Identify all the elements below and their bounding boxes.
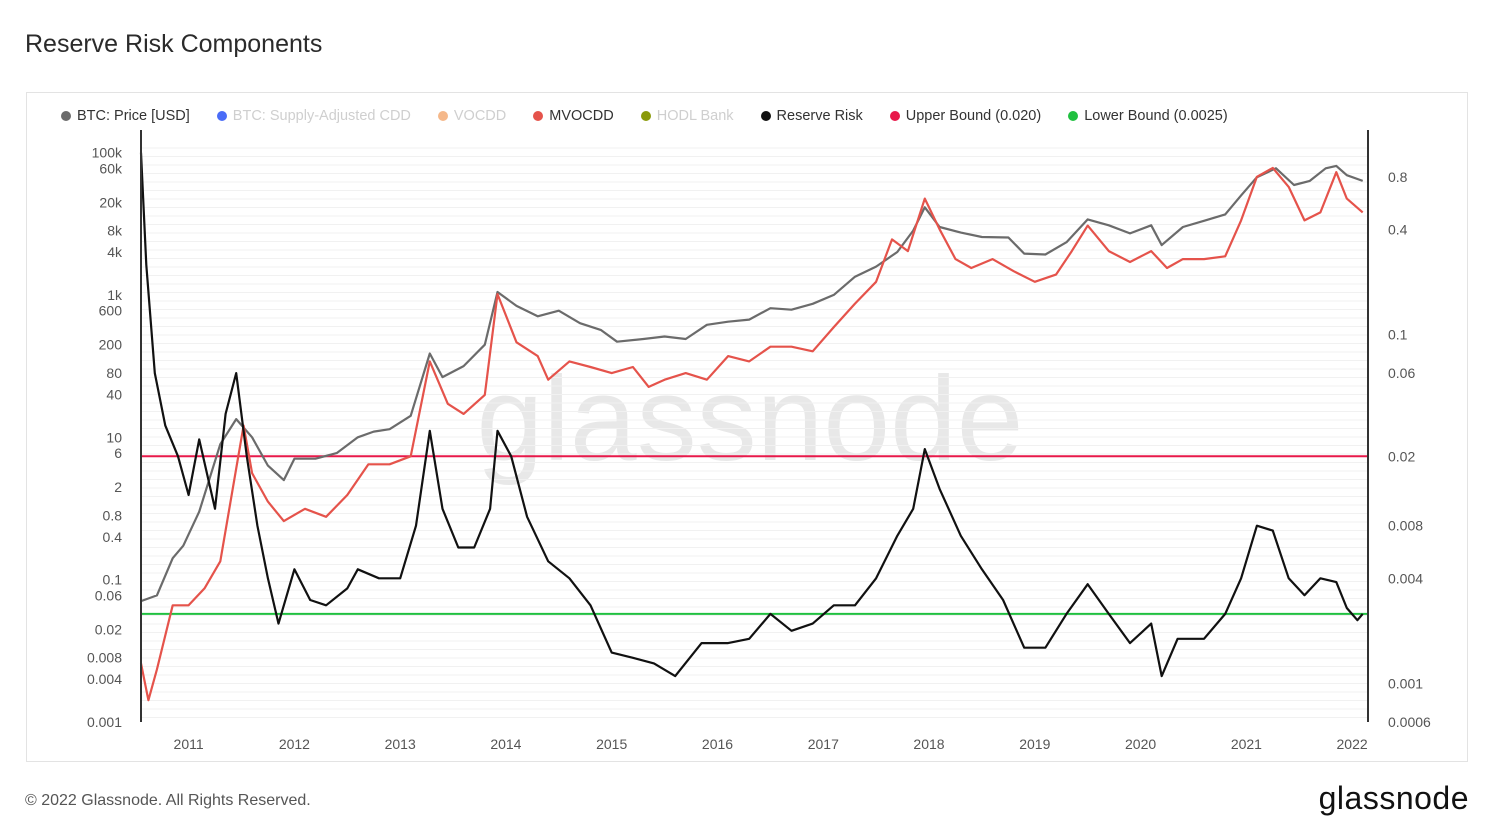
legend-item[interactable]: BTC: Price [USD] [61,105,190,127]
left-axis-tick-label: 0.1 [103,572,123,588]
right-axis-tick-label: 0.4 [1388,221,1408,237]
legend-dot-icon [533,111,544,121]
x-axis-tick-label: 2012 [279,736,310,752]
legend-label: BTC: Supply-Adjusted CDD [232,108,411,124]
chart-watermark: glassnode [476,352,1023,486]
legend-label: Reserve Risk [776,108,863,124]
x-axis-tick-label: 2019 [1019,736,1050,752]
left-axis-tick-label: 0.001 [87,714,122,730]
legend-item[interactable]: Upper Bound (0.020) [889,105,1042,127]
x-axis-tick-label: 2018 [913,736,944,752]
left-axis-tick-label: 40 [106,386,122,402]
legend-item[interactable]: Reserve Risk [760,105,863,127]
x-axis-tick-label: 2021 [1231,736,1262,752]
chart-series [139,152,1364,702]
brand-logo[interactable]: glassnode [1318,780,1469,816]
right-axis-tick-label: 0.0006 [1388,714,1431,730]
left-axis-tick-label: 8k [107,223,123,239]
page-title: Reserve Risk Components [25,30,323,58]
x-axis-tick-label: 2015 [596,736,627,752]
left-axis-tick-label: 0.004 [87,671,122,687]
left-axis-tick-label: 0.06 [95,587,122,603]
legend-dot-icon [61,111,71,121]
series-line-btc-price-usd [140,164,1364,603]
x-axis-tick-label: 2013 [385,736,416,752]
chart-bounds [141,455,1368,615]
x-axis-tick-label: 2011 [174,736,204,752]
legend-item[interactable]: VOCDD [437,105,507,127]
left-axis-tick-label: 4k [107,244,123,260]
legend-label: Upper Bound (0.020) [905,108,1042,124]
legend-dot-icon [889,111,900,121]
x-axis-tick-label: 2017 [808,736,839,752]
left-axis-tick-label: 20k [99,194,123,210]
series-line-reserve-risk [139,152,1364,678]
left-axis-tick-label: 0.008 [87,650,122,666]
legend-item[interactable]: Lower Bound (0.0025) [1068,105,1228,127]
left-axis-tick-label: 80 [106,365,122,381]
left-axis-tick-label: 200 [99,337,123,353]
left-axis-tick-label: 0.02 [95,621,122,637]
legend-label: Lower Bound (0.0025) [1084,108,1228,124]
right-axis-tick-label: 0.02 [1388,448,1415,464]
legend-item[interactable]: HODL Bank [640,105,734,127]
left-axis-tick-label: 0.8 [103,507,123,523]
right-axis-tick-label: 0.8 [1388,169,1408,185]
legend-label: BTC: Price [USD] [77,108,190,124]
legend-dot-icon [437,111,448,121]
left-axis-tick-label: 1k [107,287,123,303]
left-axis-tick-label: 600 [99,303,123,319]
left-axis-tick-label: 10 [106,429,122,445]
right-axis-tick-label: 0.008 [1388,518,1423,534]
x-axis-tick-label: 2014 [490,736,521,752]
legend-dot-icon [640,111,651,121]
chart-grid [141,147,1368,718]
legend-label: HODL Bank [656,108,734,124]
legend-label: VOCDD [453,108,507,124]
right-axis-tick-label: 0.004 [1388,570,1423,586]
footer-copyright: © 2022 Glassnode. All Rights Reserved. [25,792,311,809]
x-axis-tick-label: 2020 [1125,736,1156,752]
chart-frame [26,92,1468,762]
right-axis-tick-label: 0.001 [1388,675,1423,691]
x-axis-tick-label: 2022 [1337,736,1368,752]
legend-dot-icon [760,111,771,121]
right-axis-tick-label: 0.1 [1388,326,1408,342]
chart-legend: BTC: Price [USD] BTC: Supply-Adjusted CDD… [34,105,1228,127]
left-axis-tick-label: 2 [114,479,122,495]
legend-item[interactable]: BTC: Supply-Adjusted CDD [216,105,411,127]
right-axis-tick-label: 0.06 [1388,365,1415,381]
chart-axes: 100k60k20k8k4k1k600200804010620.80.40.10… [87,130,1431,752]
left-axis-tick-label: 0.4 [103,529,123,545]
legend-label: MVOCDD [549,108,614,124]
left-axis-tick-label: 6 [114,445,122,461]
legend-dot-icon [1068,111,1079,121]
legend-item[interactable]: MVOCDD [533,105,614,127]
legend-dot-icon [216,111,227,121]
left-axis-tick-label: 60k [99,160,123,176]
series-line-mvocdd [139,166,1364,702]
x-axis-tick-label: 2016 [702,736,733,752]
left-axis-tick-label: 100k [92,145,123,161]
